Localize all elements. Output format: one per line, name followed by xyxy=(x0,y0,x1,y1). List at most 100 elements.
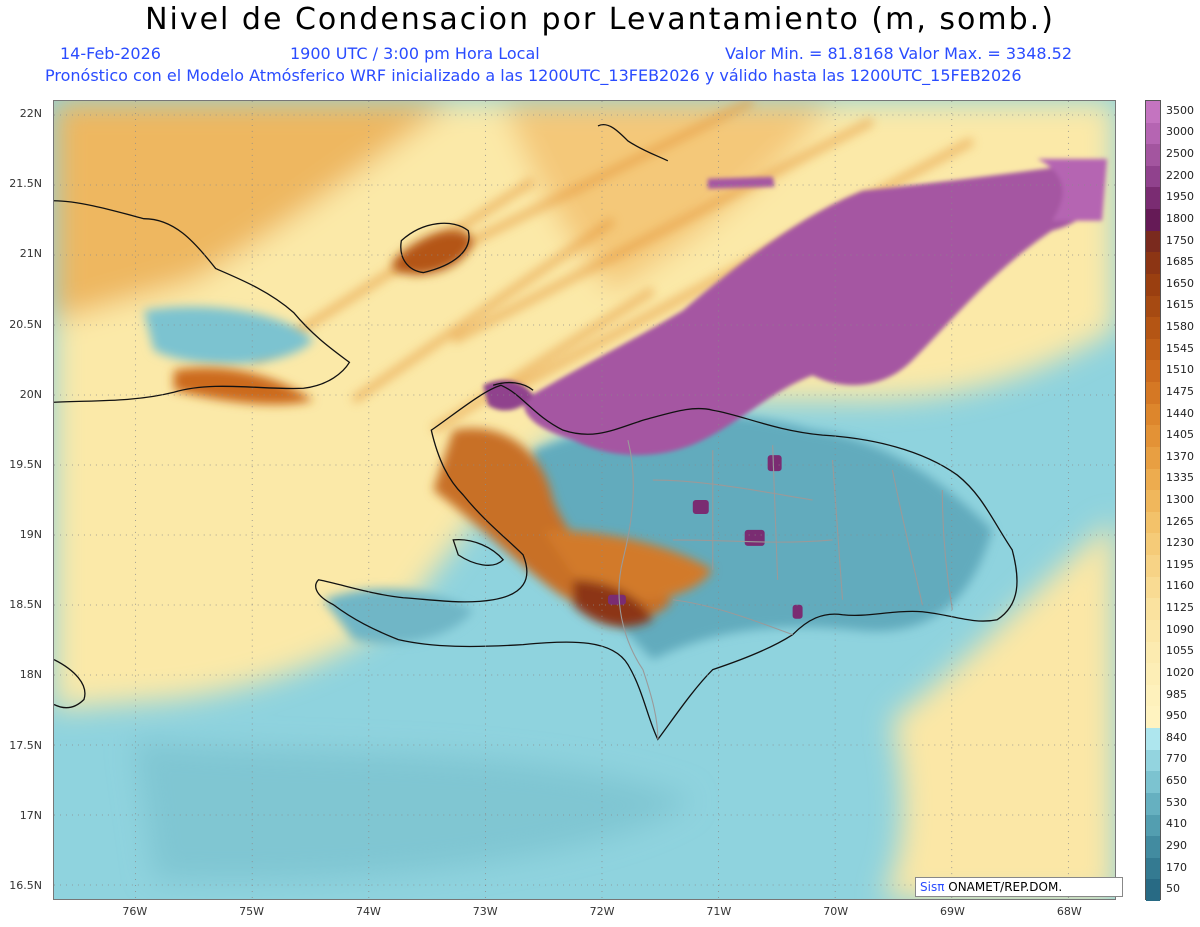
colorbar-swatch xyxy=(1146,425,1160,448)
colorbar-swatch xyxy=(1146,360,1160,383)
colorbar-label: 1265 xyxy=(1166,514,1194,528)
colorbar-label: 50 xyxy=(1166,882,1180,896)
lon-label: 76W xyxy=(122,905,148,918)
colorbar-swatch xyxy=(1146,555,1160,578)
colorbar-swatch xyxy=(1146,533,1160,556)
colorbar-label: 410 xyxy=(1166,817,1187,831)
colorbar-swatch xyxy=(1146,252,1160,275)
colorbar-swatch xyxy=(1146,187,1160,210)
colorbar-swatch xyxy=(1146,511,1160,534)
colorbar-swatch xyxy=(1146,403,1160,426)
colorbar-swatch xyxy=(1146,144,1160,167)
colorbar-label: 1615 xyxy=(1166,298,1194,312)
coast-tortuga xyxy=(492,381,534,391)
land-teal-cuba xyxy=(143,306,314,365)
colorbar-swatch xyxy=(1146,468,1160,491)
colorbar-label: 1160 xyxy=(1166,579,1194,593)
lcl-map xyxy=(53,100,1116,900)
colorbar-swatch xyxy=(1146,619,1160,643)
coast-inagua xyxy=(400,222,470,274)
land-orange-island xyxy=(393,230,474,275)
colorbar-label: 1055 xyxy=(1166,644,1194,658)
colorbar-label: 2200 xyxy=(1166,168,1194,182)
colorbar-swatch xyxy=(1146,490,1160,513)
colorbar-swatch xyxy=(1146,749,1160,772)
colorbar-label: 1475 xyxy=(1166,384,1194,398)
lat-label: 20.5N xyxy=(9,317,42,331)
colorbar-swatch xyxy=(1146,295,1160,318)
colorbar-label: 530 xyxy=(1166,795,1187,809)
colorbar-swatch xyxy=(1146,382,1160,405)
field-nw-orange xyxy=(54,101,454,321)
lat-label: 19N xyxy=(19,528,42,542)
colorbar-swatch xyxy=(1146,101,1160,124)
colorbar-label: 985 xyxy=(1166,687,1187,701)
colorbar-swatch xyxy=(1146,706,1160,729)
lat-label: 19.5N xyxy=(9,457,42,471)
lat-label: 17.5N xyxy=(9,738,42,752)
land-orange-haiti xyxy=(433,428,673,618)
colorbar-swatch xyxy=(1146,338,1160,361)
purple-strip-top xyxy=(707,176,775,189)
lon-label: 75W xyxy=(239,905,265,918)
field-east-yellow xyxy=(882,519,1115,899)
valid-date: 14-Feb-2026 xyxy=(60,44,161,63)
lon-label: 74W xyxy=(355,905,381,918)
colorbar-label: 170 xyxy=(1166,860,1187,874)
field-south-teal-dark xyxy=(133,739,693,881)
coast-turks xyxy=(597,124,669,162)
valid-time: 1900 UTC / 3:00 pm Hora Local xyxy=(290,44,540,63)
colorbar-label: 1125 xyxy=(1166,601,1194,615)
colorbar-swatch xyxy=(1146,165,1160,188)
colorbar-label: 3000 xyxy=(1166,125,1194,139)
colorbar-swatch xyxy=(1146,684,1160,707)
colorbar-label: 1440 xyxy=(1166,406,1194,420)
credit-text: ONAMET/REP.DOM. xyxy=(944,880,1063,894)
colorbar-label: 1300 xyxy=(1166,493,1194,506)
land-orange-cuba xyxy=(173,367,314,405)
colorbar-swatch xyxy=(1146,771,1160,794)
colorbar-label: 1020 xyxy=(1166,665,1194,679)
lon-label: 71W xyxy=(706,905,732,918)
colorbar-label: 1510 xyxy=(1166,363,1194,377)
colorbar-label: 650 xyxy=(1166,774,1187,788)
colorbar-label: 290 xyxy=(1166,838,1187,852)
coast-cuba xyxy=(54,200,351,403)
purple-far-ne xyxy=(1037,158,1108,221)
colorbar-swatch xyxy=(1146,814,1160,837)
colorbar-label: 1685 xyxy=(1166,255,1194,269)
purple-ne-region xyxy=(523,160,1105,456)
coast-hispaniola xyxy=(315,384,1018,741)
colorbar-swatch xyxy=(1146,641,1160,664)
lon-label: 73W xyxy=(472,905,498,918)
colorbar-swatch xyxy=(1146,792,1160,815)
colorbar-label: 1750 xyxy=(1166,233,1194,247)
colorbar-label: 1950 xyxy=(1166,190,1194,204)
coast-jamaica xyxy=(54,659,86,709)
lat-label: 16.5N xyxy=(9,878,42,892)
colorbar-swatch xyxy=(1146,122,1160,145)
lat-label: 18.5N xyxy=(9,598,42,612)
lat-label: 22N xyxy=(19,107,42,121)
colorbar-swatch xyxy=(1146,728,1160,751)
colorbar-label: 1090 xyxy=(1166,622,1194,636)
colorbar-label: 3500 xyxy=(1166,103,1194,117)
lat-label: 20N xyxy=(19,387,42,401)
lat-label: 17N xyxy=(19,808,42,822)
colorbar-label: 1405 xyxy=(1166,428,1194,442)
colorbar-swatch xyxy=(1146,273,1160,297)
colorbar-label: 1800 xyxy=(1166,211,1194,225)
coast-gonave xyxy=(452,539,505,566)
lat-label: 18N xyxy=(19,668,42,682)
colorbar-label: 1335 xyxy=(1166,471,1194,485)
colorbar-label: 840 xyxy=(1166,730,1187,744)
lat-label: 21.5N xyxy=(9,177,42,191)
colorbar xyxy=(1145,100,1161,902)
colorbar-swatch xyxy=(1146,317,1160,340)
credit-brand: Sisπ xyxy=(920,880,945,894)
colorbar-label: 1650 xyxy=(1166,276,1194,290)
colorbar-label: 1580 xyxy=(1166,320,1194,334)
colorbar-swatch xyxy=(1146,230,1160,253)
forecast-info: Pronóstico con el Modelo Atmósferico WRF… xyxy=(45,66,1022,85)
colorbar-label: 1230 xyxy=(1166,536,1194,550)
